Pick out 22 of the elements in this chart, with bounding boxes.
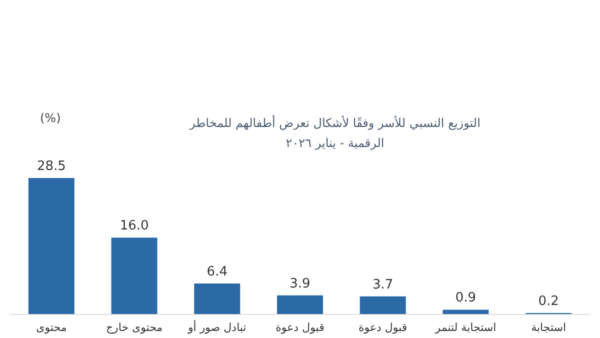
chart-title: التوزيع النسبي للأسر وفقًا لأشكال تعرض أطفالهم للمخاطر الرقمية - يناير ٢٠٢٦: [188, 115, 480, 150]
x-tick-label: محتوى خارج: [106, 321, 163, 334]
x-tick-label: استجابة لتنمر: [434, 321, 496, 334]
data-label: 0.2: [538, 294, 559, 310]
x-tick-label: قبول دعوة: [276, 321, 324, 334]
data-label: 28.5: [36, 159, 66, 174]
data-label: 6.4: [206, 264, 228, 280]
bar: [360, 296, 406, 314]
bar: [28, 178, 74, 314]
x-tick-label: استجابة: [531, 321, 566, 334]
bar: [277, 295, 323, 314]
data-label: 3.9: [290, 276, 310, 292]
x-tick-label: تبادل صور أو: [186, 320, 246, 334]
data-label: 16.0: [120, 218, 149, 234]
bar: [111, 238, 158, 314]
x-tick-label: قبول دعوة: [358, 321, 408, 334]
x-tick-label: محتوى: [36, 321, 67, 334]
bar: [194, 283, 240, 314]
data-label: 3.7: [372, 277, 394, 292]
y-axis-title: (%): [40, 111, 61, 125]
bar: [442, 310, 489, 314]
data-label: 0.9: [455, 290, 476, 306]
